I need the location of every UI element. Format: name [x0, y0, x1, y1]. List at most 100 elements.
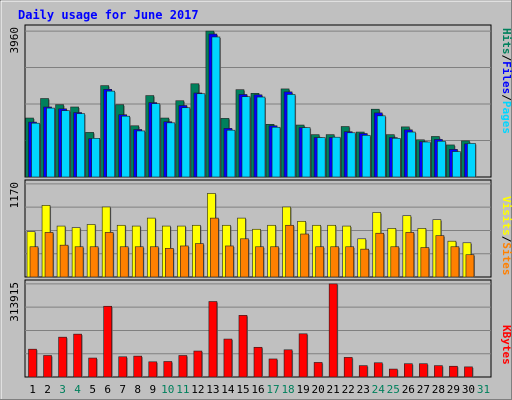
panel-max-label: 313915: [8, 282, 21, 322]
bar-pages-day-29: [452, 151, 461, 178]
bar-kbytes-day-20: [313, 362, 323, 378]
bar-sites-day-22: [345, 246, 354, 278]
bar-pages-day-6: [106, 90, 115, 178]
panel-middle: 1170: [8, 179, 492, 278]
x-axis-labels: 1 2 3 4 5 6 7 8 9 10 11 12 13 14 15 16 17 18 19 20 21 22 23 24 2…: [29, 383, 490, 396]
x-tick-label: 23: [357, 383, 370, 396]
x-tick-label: 13: [206, 383, 219, 396]
x-tick-label: 2: [44, 383, 51, 396]
panel-top: 3960: [8, 24, 492, 178]
chart-panels: 3960 1170 313915: [8, 24, 492, 378]
x-tick-label: 16: [251, 383, 264, 396]
panel-max-label: 1170: [8, 182, 21, 209]
bar-sites-day-24: [375, 232, 385, 278]
bar-kbytes-day-7: [118, 356, 128, 378]
x-tick-label: 22: [342, 383, 355, 396]
bar-sites-day-29: [450, 246, 460, 278]
bar-kbytes-day-9: [148, 361, 158, 378]
bar-kbytes-day-3: [58, 336, 67, 378]
x-tick-label: 26: [402, 383, 415, 396]
bar-kbytes-day-12: [193, 350, 203, 378]
bar-pages-day-9: [151, 103, 161, 178]
bar-kbytes-day-25: [388, 368, 398, 378]
right-label-hits: Hits: [500, 28, 512, 55]
bar-pages-day-19: [301, 127, 311, 178]
bar-pages-day-1: [31, 122, 40, 178]
x-tick-label: 4: [74, 383, 81, 396]
bar-sites-day-11: [180, 245, 189, 278]
bar-pages-day-27: [422, 141, 431, 178]
x-tick-label: 12: [191, 383, 204, 396]
bar-kbytes-day-5: [88, 357, 97, 378]
bar-sites-day-21: [330, 246, 339, 278]
bar-kbytes-day-29: [449, 365, 458, 378]
bar-pages-day-26: [407, 131, 416, 178]
bar-sites-day-12: [195, 243, 204, 278]
bar-sites-day-20: [315, 246, 324, 278]
x-tick-label: 30: [462, 383, 475, 396]
x-tick-label: 1: [29, 383, 36, 396]
bar-sites-day-8: [134, 246, 144, 278]
right-label-files: Files: [500, 61, 512, 94]
x-tick-label: 18: [281, 383, 294, 396]
bar-pages-day-13: [211, 36, 221, 178]
bar-kbytes-day-18: [283, 349, 293, 378]
bar-sites-day-27: [420, 247, 430, 278]
x-tick-label: 8: [134, 383, 141, 396]
right-label-sites: Sites: [500, 242, 512, 275]
x-tick-label: 31: [477, 383, 490, 396]
bar-kbytes-day-27: [419, 363, 428, 378]
bar-pages-day-14: [226, 129, 236, 178]
x-tick-label: 3: [59, 383, 66, 396]
bar-pages-day-2: [46, 107, 55, 178]
bar-sites-day-7: [119, 246, 129, 278]
x-tick-label: 7: [119, 383, 126, 396]
bar-pages-day-25: [391, 138, 401, 178]
bar-sites-day-30: [465, 254, 475, 278]
bar-sites-day-16: [255, 246, 264, 278]
bar-sites-day-3: [59, 244, 69, 278]
right-label-group: Hits/Files/Pages: [500, 28, 512, 134]
bar-pages-day-23: [361, 135, 371, 178]
bar-kbytes-day-6: [103, 305, 112, 378]
x-tick-label: 14: [221, 383, 235, 396]
bar-sites-day-15: [240, 238, 249, 278]
bar-sites-day-26: [405, 232, 415, 278]
x-tick-label: 6: [104, 383, 111, 396]
x-tick-label: 11: [176, 383, 189, 396]
bar-sites-day-17: [270, 246, 279, 278]
bar-kbytes-day-13: [208, 301, 218, 378]
right-label-visits: Visits: [500, 196, 512, 236]
bar-sites-day-5: [89, 246, 99, 278]
bar-sites-day-18: [285, 224, 294, 278]
bar-kbytes-day-30: [464, 366, 473, 378]
bar-sites-day-4: [74, 246, 84, 278]
right-label-separator: /: [500, 94, 512, 101]
bar-kbytes-day-22: [343, 357, 353, 378]
chart-title: Daily usage for June 2017: [18, 8, 199, 22]
bar-sites-day-13: [210, 217, 219, 278]
panel-max-label: 3960: [8, 27, 21, 54]
bar-pages-day-21: [331, 136, 341, 178]
bar-pages-day-30: [467, 143, 476, 178]
bar-pages-day-12: [196, 93, 206, 178]
bar-kbytes-day-21: [328, 283, 338, 378]
bar-kbytes-day-11: [178, 355, 188, 378]
bar-kbytes-day-23: [358, 365, 368, 378]
bar-pages-day-11: [181, 107, 191, 178]
bar-kbytes-day-2: [43, 355, 52, 378]
right-label-kbytes: KBytes: [500, 325, 512, 365]
bar-pages-day-24: [376, 115, 386, 178]
bar-pages-day-22: [346, 132, 356, 178]
bar-kbytes-day-16: [253, 346, 263, 378]
bar-pages-day-15: [241, 96, 251, 178]
right-label-group: Visits/Sites: [500, 196, 512, 276]
bar-sites-day-9: [149, 246, 159, 278]
bar-pages-day-7: [121, 115, 131, 178]
bar-pages-day-20: [316, 137, 326, 178]
bar-pages-day-17: [271, 126, 281, 178]
right-label-separator: /: [500, 236, 512, 243]
x-tick-label: 15: [236, 383, 249, 396]
x-tick-label: 17: [266, 383, 279, 396]
